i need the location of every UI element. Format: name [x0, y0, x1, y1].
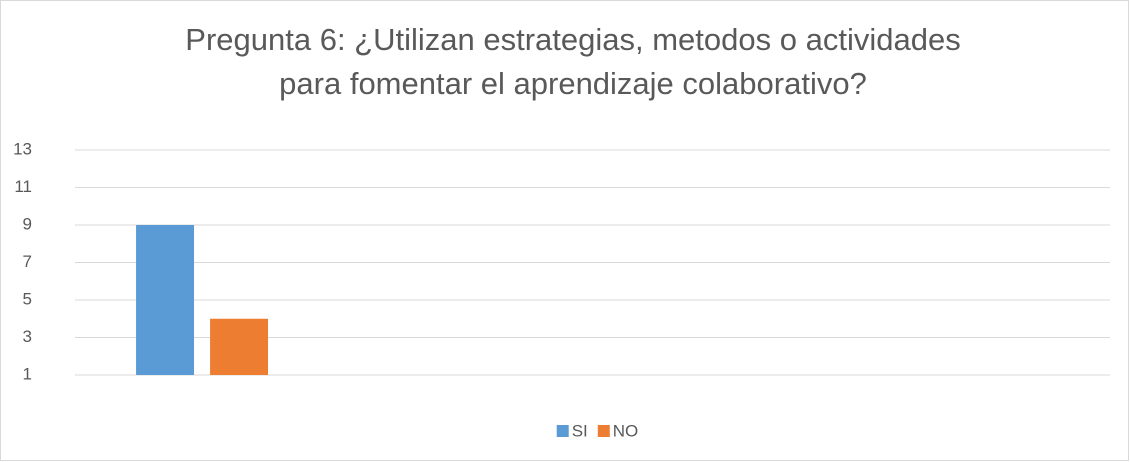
y-tick-label: 5: [23, 289, 32, 308]
legend-label: NO: [613, 421, 639, 440]
legend-label: SI: [572, 421, 588, 440]
y-tick-label: 13: [13, 139, 32, 158]
y-tick-label: 1: [23, 364, 32, 383]
chart-title: para fomentar el aprendizaje colaborativ…: [279, 66, 867, 101]
legend-swatch: [597, 425, 610, 437]
y-tick-label: 11: [14, 177, 32, 196]
y-tick-label: 3: [23, 327, 32, 346]
bar: [210, 318, 269, 375]
y-tick-label: 9: [23, 214, 32, 233]
bar: [136, 225, 195, 375]
chart-title: Pregunta 6: ¿Utilizan estrategias, metod…: [185, 22, 960, 57]
legend-swatch: [556, 425, 569, 437]
y-tick-label: 7: [23, 252, 32, 271]
